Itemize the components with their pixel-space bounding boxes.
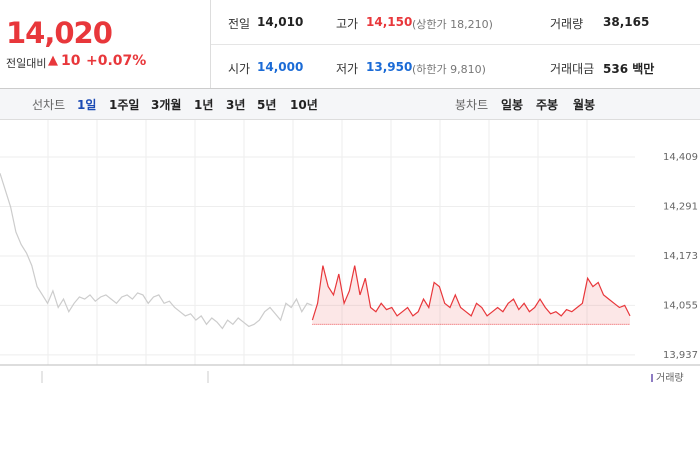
stat-label: 거래대금 xyxy=(550,62,595,76)
tab-label: 봉차트 xyxy=(455,98,489,112)
line-series xyxy=(0,173,313,330)
tab[interactable]: 1년 xyxy=(194,98,214,112)
tab[interactable]: 10년 xyxy=(290,98,318,112)
stat-value: 14,000 xyxy=(257,60,304,74)
y-tick-label: 14,291 xyxy=(663,201,698,212)
stat-value: 38,165 xyxy=(603,15,650,29)
line-series xyxy=(311,265,631,321)
tab-label: 선차트 xyxy=(32,98,66,112)
up-icon: ▲ xyxy=(48,53,58,68)
legend-label: 거래량 xyxy=(656,372,684,384)
change-label: 전일대비 xyxy=(6,57,47,70)
y-tick-label: 14,055 xyxy=(663,300,698,311)
tab-bar: 선차트 1일 1주일 3개월 1년 3년 5년 10년 봉차트 일봉 주봉 월봉 xyxy=(0,89,700,120)
stat-value: 14,010 xyxy=(257,15,304,29)
stat-value: 14,150 xyxy=(366,15,413,29)
stat-value: 13,950 xyxy=(366,60,413,74)
divider xyxy=(211,44,700,45)
tab[interactable]: 1일 xyxy=(77,98,97,112)
change-percent: +0.07% xyxy=(86,53,147,69)
stat-label: 시가 xyxy=(228,62,251,76)
tab[interactable]: 일봉 xyxy=(501,98,524,112)
tab[interactable]: 5년 xyxy=(257,98,277,112)
stat-label: 전일 xyxy=(228,17,251,31)
stat-label: 거래량 xyxy=(550,17,584,31)
tab[interactable]: 1주일 xyxy=(109,98,140,112)
stat-label: 저가 xyxy=(336,62,359,76)
area-fill xyxy=(312,265,630,325)
stat-note: (상한가 18,210) xyxy=(412,18,493,31)
stat-note: (하한가 9,810) xyxy=(412,63,486,76)
stat-label: 고가 xyxy=(336,17,359,31)
quote-panel xyxy=(0,0,700,89)
change: 10 xyxy=(61,53,81,69)
price: 14,020 xyxy=(6,16,113,50)
tab[interactable]: 월봉 xyxy=(573,98,596,112)
y-tick-label: 14,409 xyxy=(663,152,698,163)
y-tick-label: 14,173 xyxy=(663,251,698,262)
chart: 13,937 14,055 14,173 14,291 14,409 거래량 xyxy=(0,120,700,384)
tab[interactable]: 3년 xyxy=(226,98,246,112)
tab[interactable]: 3개월 xyxy=(151,98,182,112)
stat-value: 536 백만 xyxy=(603,62,655,76)
legend-swatch xyxy=(651,374,653,382)
tab[interactable]: 주봉 xyxy=(536,98,559,112)
divider xyxy=(210,0,211,88)
y-tick-label: 13,937 xyxy=(663,350,698,361)
